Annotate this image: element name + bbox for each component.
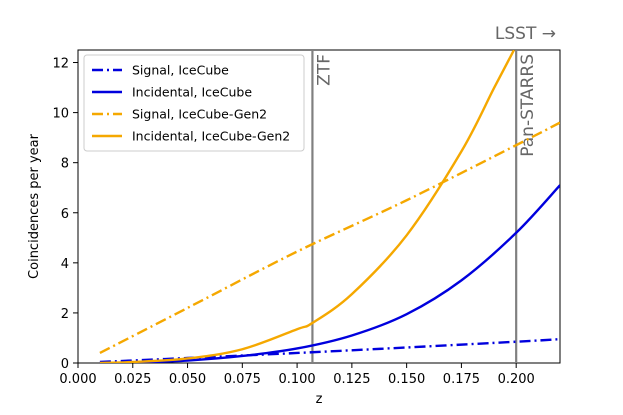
- legend: Signal, IceCube Incidental, IceCube Signal…: [83, 54, 305, 152]
- legend-label-0: Signal, IceCube: [132, 63, 229, 78]
- series-lines: [99, 50, 560, 363]
- x-axis: 0.000 0.025 0.050 0.075 0.100 0.125 0.150 0.175…: [59, 363, 535, 387]
- vline-label: Pan-STARRS: [518, 54, 538, 157]
- plot-area: ZTF Pan-STARRS 0.000 0.025 0.050 0.075 0.100 0…: [52, 49, 561, 387]
- legend-box: [83, 54, 305, 152]
- x-tick-label: 0.075: [224, 372, 261, 387]
- x-tick-label: 0.100: [278, 372, 315, 387]
- x-tick-label: 0.050: [169, 372, 206, 387]
- series-line-3: [99, 50, 516, 363]
- y-axis-label: Coincidences per year: [27, 133, 42, 279]
- lsst-annotation: LSST →: [495, 24, 556, 44]
- y-tick-label: 12: [52, 57, 69, 72]
- x-tick-label: 0.025: [114, 372, 151, 387]
- x-tick-label: 0.150: [388, 372, 425, 387]
- x-tick-label: 0.175: [443, 372, 480, 387]
- legend-label-2: Signal, IceCube-Gen2: [132, 107, 267, 122]
- series-line-2: [99, 121, 560, 355]
- vline-label: ZTF: [314, 54, 334, 86]
- x-tick-label: 0.200: [498, 372, 535, 387]
- x-tick-label: 0.125: [333, 372, 370, 387]
- vertical-lines: ZTF Pan-STARRS: [311, 50, 538, 363]
- y-tick-label: 10: [52, 107, 69, 122]
- legend-label-1: Incidental, IceCube: [132, 85, 252, 100]
- series-line-1: [99, 184, 560, 363]
- x-tick-label: 0.000: [59, 372, 96, 387]
- y-tick-label: 0: [61, 357, 69, 372]
- y-tick-label: 6: [61, 207, 69, 222]
- x-axis-label: z: [316, 392, 323, 407]
- y-tick-label: 8: [61, 157, 69, 172]
- y-tick-label: 4: [61, 257, 69, 272]
- y-axis: 0 2 4 6 8 10 12: [52, 57, 78, 372]
- plot-frame: [77, 49, 561, 364]
- y-tick-label: 2: [61, 307, 69, 322]
- legend-label-3: Incidental, IceCube-Gen2: [132, 129, 290, 144]
